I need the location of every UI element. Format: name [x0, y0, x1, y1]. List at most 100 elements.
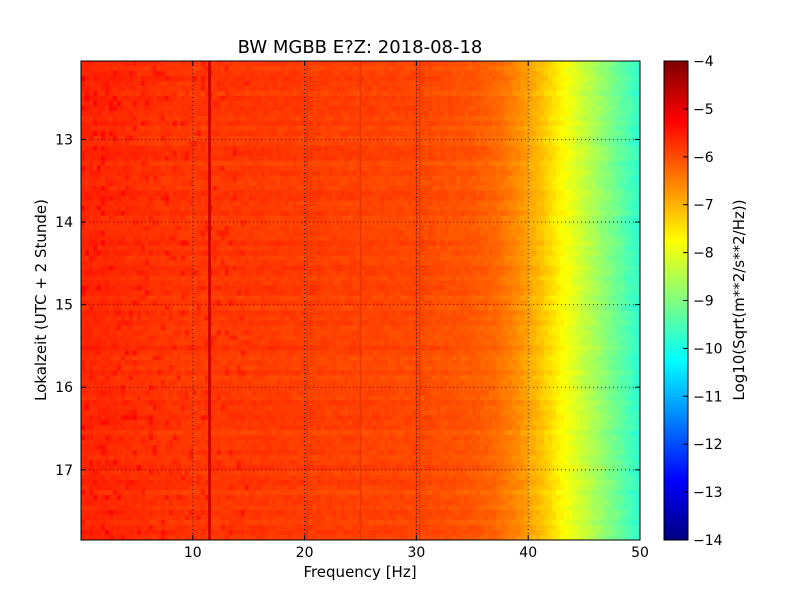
heatmap-cell [84, 105, 90, 112]
heatmap-cell [512, 170, 517, 177]
heatmap-cell [316, 200, 322, 207]
heatmap-cell [180, 70, 186, 77]
heatmap-cell [392, 130, 398, 137]
heatmap-cell [364, 140, 370, 147]
heatmap-cell [544, 95, 549, 102]
heatmap-cell [588, 100, 593, 107]
heatmap-cell [228, 225, 234, 232]
heatmap-cell [488, 210, 493, 217]
heatmap-cell [596, 100, 601, 107]
heatmap-cell [500, 75, 505, 82]
heatmap-cell [220, 140, 226, 147]
heatmap-cell [612, 125, 617, 132]
heatmap-cell [356, 61, 362, 67]
heatmap-cell [528, 65, 533, 72]
heatmap-cell [480, 120, 485, 127]
heatmap-cell [204, 185, 210, 192]
heatmap-cell [516, 110, 521, 117]
heatmap-cell [524, 61, 529, 67]
heatmap-cell [552, 80, 557, 87]
heatmap-cell [428, 85, 433, 92]
heatmap-cell [224, 195, 230, 202]
heatmap-cell [600, 95, 605, 102]
heatmap-cell [280, 90, 286, 97]
heatmap-cell [104, 105, 110, 112]
heatmap-cell [100, 225, 106, 232]
heatmap-cell [348, 225, 354, 232]
heatmap-cell [548, 150, 553, 157]
heatmap-cell [81, 70, 86, 77]
heatmap-cell [328, 130, 334, 137]
heatmap-cell [512, 125, 517, 132]
heatmap-cell [540, 220, 545, 227]
heatmap-cell [92, 85, 98, 92]
heatmap-cell [392, 195, 398, 202]
heatmap-cell [192, 130, 198, 137]
heatmap-cell [116, 95, 122, 102]
heatmap-cell [236, 195, 242, 202]
heatmap-cell [228, 235, 234, 242]
heatmap-cell [608, 185, 613, 192]
heatmap-cell [544, 85, 549, 92]
heatmap-cell [572, 155, 577, 162]
heatmap-cell [180, 135, 186, 142]
heatmap-cell [324, 150, 330, 157]
heatmap-cell [616, 185, 621, 192]
heatmap-cell [448, 135, 453, 142]
heatmap-cell [328, 215, 334, 222]
heatmap-cell [220, 100, 226, 107]
heatmap-cell [456, 140, 461, 147]
heatmap-cell [408, 145, 413, 152]
heatmap-cell [496, 160, 501, 167]
heatmap-cell [632, 165, 637, 172]
heatmap-cell [148, 185, 154, 192]
heatmap-cell [284, 185, 290, 192]
heatmap-cell [172, 215, 178, 222]
heatmap-cell [252, 180, 258, 187]
heatmap-cell [448, 145, 453, 152]
heatmap-cell [424, 140, 429, 147]
heatmap-cell [176, 165, 182, 172]
heatmap-cell [504, 205, 509, 212]
heatmap-cell [456, 160, 461, 167]
heatmap-cell [124, 115, 130, 122]
heatmap-cell [272, 190, 278, 197]
heatmap-cell [352, 205, 358, 212]
heatmap-cell [96, 165, 102, 172]
heatmap-cell [544, 200, 549, 207]
heatmap-cell [312, 145, 318, 152]
heatmap-cell [280, 200, 286, 207]
heatmap-cell [404, 230, 410, 237]
heatmap-cell [136, 220, 142, 227]
heatmap-cell [440, 120, 445, 127]
heatmap-cell [448, 235, 453, 242]
heatmap-cell [572, 170, 577, 177]
heatmap-cell [224, 110, 230, 117]
heatmap-cell [264, 110, 270, 117]
heatmap-cell [132, 145, 138, 152]
heatmap-cell [452, 80, 457, 87]
heatmap-cell [480, 185, 485, 192]
heatmap-cell [508, 110, 513, 117]
heatmap-cell [252, 200, 258, 207]
heatmap-cell [568, 110, 573, 117]
heatmap-cell [616, 100, 621, 107]
heatmap-cell [328, 230, 334, 237]
heatmap-cell [248, 130, 254, 137]
heatmap-cell [488, 175, 493, 182]
heatmap-cell [176, 235, 182, 242]
heatmap-cell [264, 235, 270, 242]
heatmap-cell [332, 230, 338, 237]
heatmap-cell [488, 150, 493, 157]
heatmap-cell [84, 120, 90, 127]
heatmap-cell [468, 165, 473, 172]
heatmap-cell [416, 165, 421, 172]
heatmap-cell [492, 70, 497, 77]
heatmap-cell [492, 145, 497, 152]
heatmap-cell [464, 125, 469, 132]
heatmap-cell [96, 110, 102, 117]
heatmap-cell [616, 125, 621, 132]
heatmap-cell [376, 160, 382, 167]
heatmap-cell [556, 170, 561, 177]
heatmap-cell [176, 61, 182, 67]
